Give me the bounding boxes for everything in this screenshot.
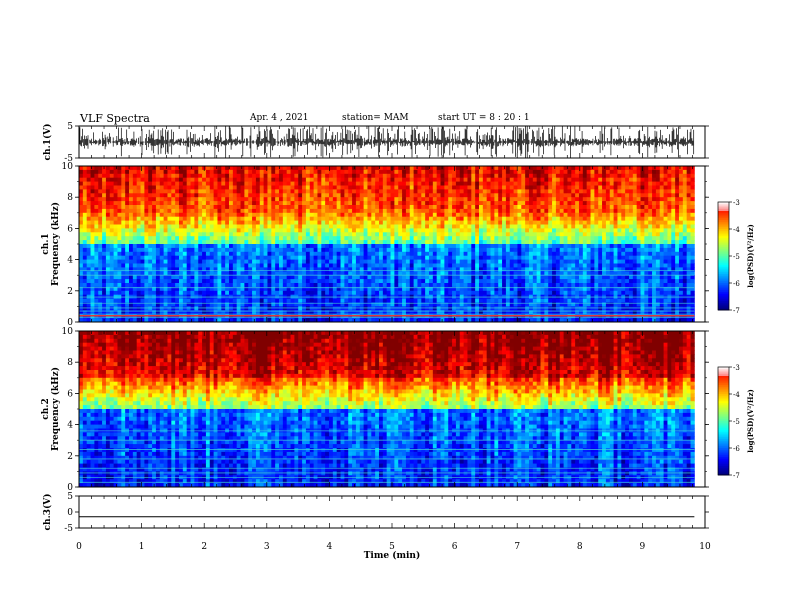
ch1-waveform-trace [78,126,695,158]
xtick-5: 5 [389,542,395,552]
xtick-7: 7 [514,542,520,552]
s1-ylabel-line1: Frequency (kHz) [50,202,61,286]
s1-ylabel-line0: ch.1 [41,233,51,254]
w1-ytick--5: -5 [64,154,73,164]
w3-ytick-5: 5 [67,492,73,502]
s1-cb-tick--6: -6 [733,280,740,288]
s1-cb-tick--5: -5 [733,253,740,261]
s2-ylabel: ch.2 Frequency (kHz) [41,367,61,451]
xtick-0: 0 [76,542,82,552]
s2-cb-label-text: log(PSD)(V²/Hz) [746,389,755,453]
s2-ytick-0: 0 [67,483,73,493]
station-label: station= MAM [342,113,409,123]
s1-cb-label: log(PSD)(V²/Hz) [746,224,755,288]
s2-cb-tick--5: -5 [733,418,740,426]
w3-ytick--5: -5 [64,524,73,534]
date-label: Apr. 4 , 2021 [250,113,309,123]
xtick-2: 2 [201,542,207,552]
x-axis-label: Time (min) [364,550,421,561]
xtick-10: 10 [699,542,711,552]
xtick-9: 9 [640,542,646,552]
w3-ytick-0: 0 [67,508,73,518]
s1-cb-label-text: log(PSD)(V²/Hz) [746,224,755,288]
s1-ytick-0: 0 [67,318,73,328]
xtick-3: 3 [264,542,270,552]
s1-ytick-2: 2 [67,287,73,297]
s2-spectrogram-cells [79,331,695,488]
figure-title: VLF Spectra [80,112,150,125]
s2-ylabel-line0: ch.2 [41,398,51,419]
w3-ylabel-line0: ch.3(V) [42,494,53,531]
s2-ylabel-line1: Frequency (kHz) [50,367,61,451]
s1-cb-tick--3: -3 [733,199,740,207]
s1-ytick-6: 6 [67,224,73,234]
s2-ytick-4: 4 [67,421,73,431]
s1-ytick-10: 10 [62,162,74,172]
xtick-4: 4 [327,542,333,552]
s2-ytick-2: 2 [67,452,73,462]
s2-ytick-10: 10 [62,327,74,337]
s2-cb-tick--3: -3 [733,364,740,372]
s1-ytick-4: 4 [67,256,73,266]
s2-cb-label: log(PSD)(V²/Hz) [746,389,755,453]
s2-ytick-8: 8 [67,358,73,368]
xtick-1: 1 [139,542,145,552]
s1-cb-tick--4: -4 [733,226,740,234]
xtick-6: 6 [452,542,458,552]
s2-cb-tick--6: -6 [733,445,740,453]
s1-ylabel: ch.1 Frequency (kHz) [41,202,61,286]
ch1-waveform-line [78,126,695,158]
s2-cb-tick--7: -7 [733,472,740,480]
s1-cb-tick--7: -7 [733,307,740,315]
s1-colorbar [718,202,729,311]
w1-ytick-5: 5 [67,122,73,132]
w3-ylabel: ch.3(V) [42,494,53,531]
w1-ylabel-line0: ch.1(V) [42,124,53,161]
s2-ytick-6: 6 [67,389,73,399]
s2-colorbar [718,367,729,476]
s2-cb-tick--4: -4 [733,391,740,399]
xtick-8: 8 [577,542,583,552]
s1-spectrogram-cells [79,166,695,323]
w1-ylabel: ch.1(V) [42,124,53,161]
start-time-label: start UT = 8 : 20 : 1 [438,113,530,123]
s1-ytick-8: 8 [67,193,73,203]
